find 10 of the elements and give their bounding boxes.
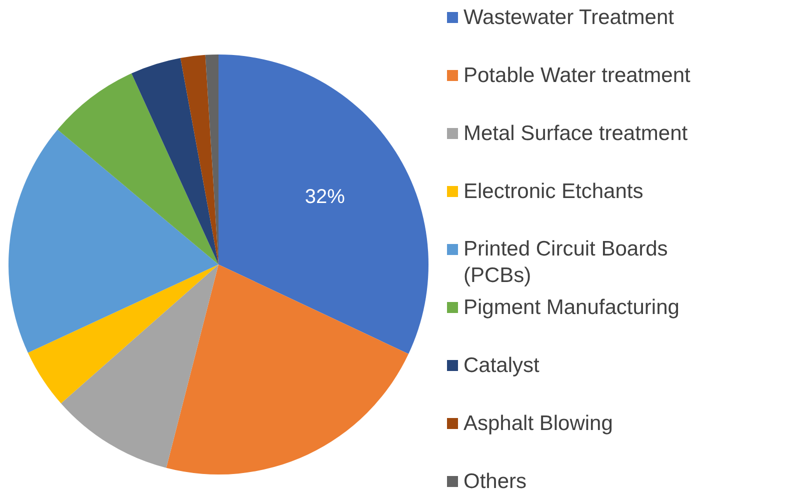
legend-label: Metal Surface treatment [464,122,688,145]
legend-label: Wastewater Treatment [464,6,674,29]
legend-label: Electronic Etchants [464,180,644,203]
data-label: 32% [304,186,346,208]
legend-label: Catalyst [464,354,540,377]
legend-label: Potable Water treatment [464,64,690,87]
legend-label: Pigment Manufacturing [464,296,680,319]
legend-label: Others [464,470,527,493]
legend-label: Printed Circuit Boards (PCBs) [464,238,668,287]
legend-label: Asphalt Blowing [464,412,613,435]
